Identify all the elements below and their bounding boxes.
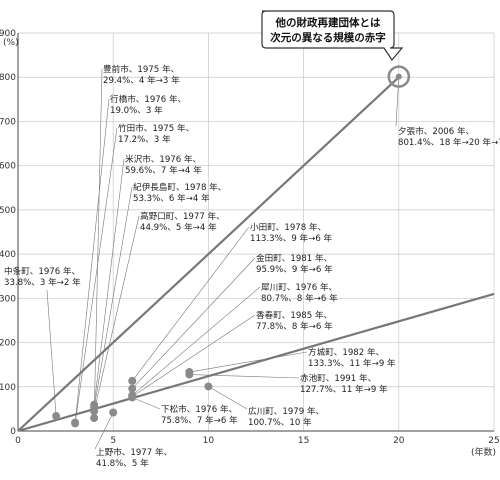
leader-line — [189, 374, 300, 379]
x-tick-label: 20 — [393, 436, 405, 446]
leader-line — [208, 386, 248, 410]
y-axis-label: (%) — [3, 38, 19, 48]
data-point — [71, 419, 80, 428]
x-tick-label: 25 — [488, 436, 499, 446]
x-tick-label: 10 — [203, 436, 215, 446]
point-label: 広川町、1979 年、 — [248, 405, 324, 417]
point-label: 夕張市、2006 年、 — [398, 125, 474, 137]
point-label: 竹田市、1975 年、 — [118, 122, 194, 134]
data-point — [109, 408, 118, 417]
point-label: 犀川町、1976 年、 — [261, 281, 337, 293]
y-tick-label: 900 — [0, 29, 16, 39]
highlight-ring — [387, 65, 411, 88]
leader-line — [46, 289, 57, 417]
point-label: 方城町、1982 年、 — [308, 346, 384, 358]
y-tick-label: 100 — [0, 383, 16, 393]
data-point — [128, 384, 137, 393]
point-label: 80.7%、8 年→6 年 — [261, 292, 338, 304]
point-label: 下松市、1976 年、 — [161, 403, 237, 415]
data-point — [90, 413, 99, 422]
point-label: 赤池町、1991 年、 — [300, 372, 376, 384]
data-point — [52, 412, 61, 421]
point-label: 上野市、1977 年、 — [96, 446, 172, 458]
y-tick-label: 500 — [0, 206, 16, 216]
point-label: 127.7%、11 年→9 年 — [300, 383, 388, 395]
leader-line — [93, 186, 133, 408]
leader-line — [189, 351, 308, 373]
point-label: 米沢市、1976 年、 — [125, 153, 201, 165]
leader-line — [132, 286, 261, 396]
callout-line: 次元の異なる規模の赤字 — [270, 31, 386, 44]
y-tick-label: 800 — [0, 73, 16, 83]
x-axis-label: (年数) — [471, 446, 496, 458]
point-label: 紀伊長島町、1978 年、 — [133, 181, 226, 193]
point-label: 19.0%、3 年 — [110, 104, 163, 116]
leader-line — [93, 215, 140, 412]
trend-line — [17, 76, 400, 432]
point-label: 香春町、1985 年、 — [256, 309, 332, 321]
leader-line — [93, 68, 103, 419]
leader-line — [94, 412, 114, 450]
y-tick-label: 400 — [0, 250, 16, 260]
point-label: 金田町、1981 年、 — [256, 252, 332, 264]
y-tick-label: 700 — [0, 117, 16, 127]
callout-box — [261, 10, 404, 62]
x-tick-label: 15 — [298, 436, 309, 446]
point-label: 豊前市、1975 年、 — [103, 63, 179, 75]
data-point — [128, 376, 137, 385]
leader-line — [395, 76, 400, 127]
leader-line — [132, 226, 250, 382]
point-label: 中条町、1976 年、 — [4, 265, 80, 277]
y-tick-label: 200 — [0, 339, 16, 349]
y-tick-label: 0 — [10, 427, 16, 437]
y-tick-label: 300 — [0, 294, 16, 304]
point-label: 53.3%、6 年→4 年 — [133, 192, 210, 204]
point-label: 小田町、1978 年、 — [250, 221, 326, 233]
x-tick-label: 0 — [15, 436, 21, 446]
point-label: 77.8%、8 年→6 年 — [256, 320, 333, 332]
y-tick-label: 600 — [0, 162, 16, 172]
data-point — [204, 382, 213, 391]
leader-line — [74, 127, 118, 424]
x-tick-label: 5 — [110, 436, 116, 446]
point-label: 75.8%、7 年→6 年 — [161, 414, 238, 426]
leader-line — [93, 158, 125, 405]
point-label: 100.7%、10 年 — [248, 416, 312, 428]
data-point — [128, 393, 137, 402]
leader-line — [132, 257, 256, 389]
point-label: 17.2%、3 年 — [118, 133, 171, 145]
point-label: 高野口町、1977 年、 — [140, 210, 225, 222]
data-point — [395, 73, 402, 80]
leader-line — [74, 98, 110, 423]
point-label: 113.3%、9 年→6 年 — [250, 232, 333, 244]
leader-line — [132, 397, 161, 410]
data-point — [185, 370, 194, 379]
point-label: 行橋市、1976 年、 — [110, 93, 186, 105]
point-label: 33.8%、3 年→2 年 — [4, 276, 81, 288]
point-label: 41.8%、5 年 — [96, 457, 149, 469]
data-point — [90, 407, 99, 416]
point-label: 801.4%、18 年→20 年→? — [398, 136, 500, 148]
leader-line — [132, 314, 256, 397]
point-label: 29.4%、4 年→3 年 — [103, 74, 180, 86]
point-label: 133.3%、11 年→9 年 — [308, 357, 396, 369]
point-label: 59.6%、7 年→4 年 — [125, 164, 202, 176]
point-label: 95.9%、9 年→6 年 — [256, 263, 333, 275]
callout-line: 他の財政再建団体とは — [275, 16, 381, 29]
point-label: 44.9%、5 年→4 年 — [140, 221, 217, 233]
